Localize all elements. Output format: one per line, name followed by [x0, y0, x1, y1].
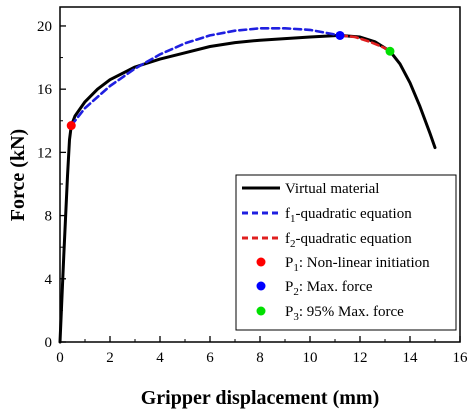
- legend-label-virtual-material: Virtual material: [285, 181, 379, 197]
- legend-box: [235, 174, 457, 331]
- y-tick-label: 4: [45, 272, 53, 288]
- legend: Virtual material f1-quadratic equation f…: [235, 174, 457, 331]
- y-tick-label: 0: [45, 335, 53, 351]
- legend-label-p3: P3: 95% Max. force: [285, 304, 404, 323]
- y-tick-label: 12: [37, 145, 52, 161]
- x-tick-label: 8: [256, 350, 264, 366]
- legend-label-p2-base: P: [285, 279, 293, 295]
- points-layer: [66, 30, 395, 131]
- x-tick-label: 10: [303, 350, 318, 366]
- legend-label-p3-base: P: [285, 304, 293, 320]
- legend-label-f1-text: -quadratic equation: [296, 206, 413, 222]
- x-tick-label: 0: [56, 350, 64, 366]
- legend-label-p2-subscript: 2: [293, 286, 299, 298]
- legend-label-p1-subscript: 1: [293, 262, 299, 274]
- series-line-f1: [70, 26, 342, 127]
- legend-label-f2-text: -quadratic equation: [296, 231, 413, 247]
- legend-marker-p2: [256, 281, 266, 291]
- legend-marker-p3: [256, 306, 266, 316]
- x-tick-label: 16: [453, 350, 469, 366]
- legend-label-p2: P2: Max. force: [285, 279, 373, 298]
- y-tick-label: 8: [45, 209, 53, 225]
- legend-label-p3-subscript: 3: [293, 311, 299, 323]
- legend-label-p1-text: : Non-linear initiation: [299, 255, 430, 271]
- x-axis: 0 2 4 6 8 10 12 14 16: [56, 336, 468, 366]
- legend-label-f2-base: f: [285, 231, 290, 247]
- legend-label-p1: P1: Non-linear initiation: [285, 255, 430, 274]
- x-tick-label: 12: [353, 350, 368, 366]
- legend-label-f2-subscript: 2: [290, 238, 296, 250]
- legend-label-f1-base: f: [285, 206, 290, 222]
- legend-label-p1-base: P: [285, 255, 293, 271]
- x-axis-title: Gripper displacement (mm): [141, 387, 380, 409]
- legend-label-f2: f2-quadratic equation: [285, 231, 412, 250]
- y-tick-label: 16: [37, 82, 53, 98]
- legend-label-f1-subscript: 1: [290, 213, 296, 225]
- y-tick-label: 20: [37, 19, 52, 35]
- legend-label-f1: f1-quadratic equation: [285, 206, 412, 225]
- x-tick-label: 6: [206, 350, 214, 366]
- x-tick-label: 4: [156, 350, 164, 366]
- legend-label-p2-text: : Max. force: [299, 279, 373, 295]
- legend-label-p3-text: : 95% Max. force: [299, 304, 404, 320]
- point-p1: [66, 121, 76, 131]
- y-axis-title: Force (kN): [7, 129, 29, 221]
- x-tick-label: 14: [403, 350, 419, 366]
- y-axis: 0 4 8 12 16 20: [37, 19, 66, 351]
- x-tick-label: 2: [106, 350, 114, 366]
- point-p3: [385, 46, 395, 56]
- legend-marker-p1: [256, 257, 266, 267]
- point-p2: [335, 30, 345, 40]
